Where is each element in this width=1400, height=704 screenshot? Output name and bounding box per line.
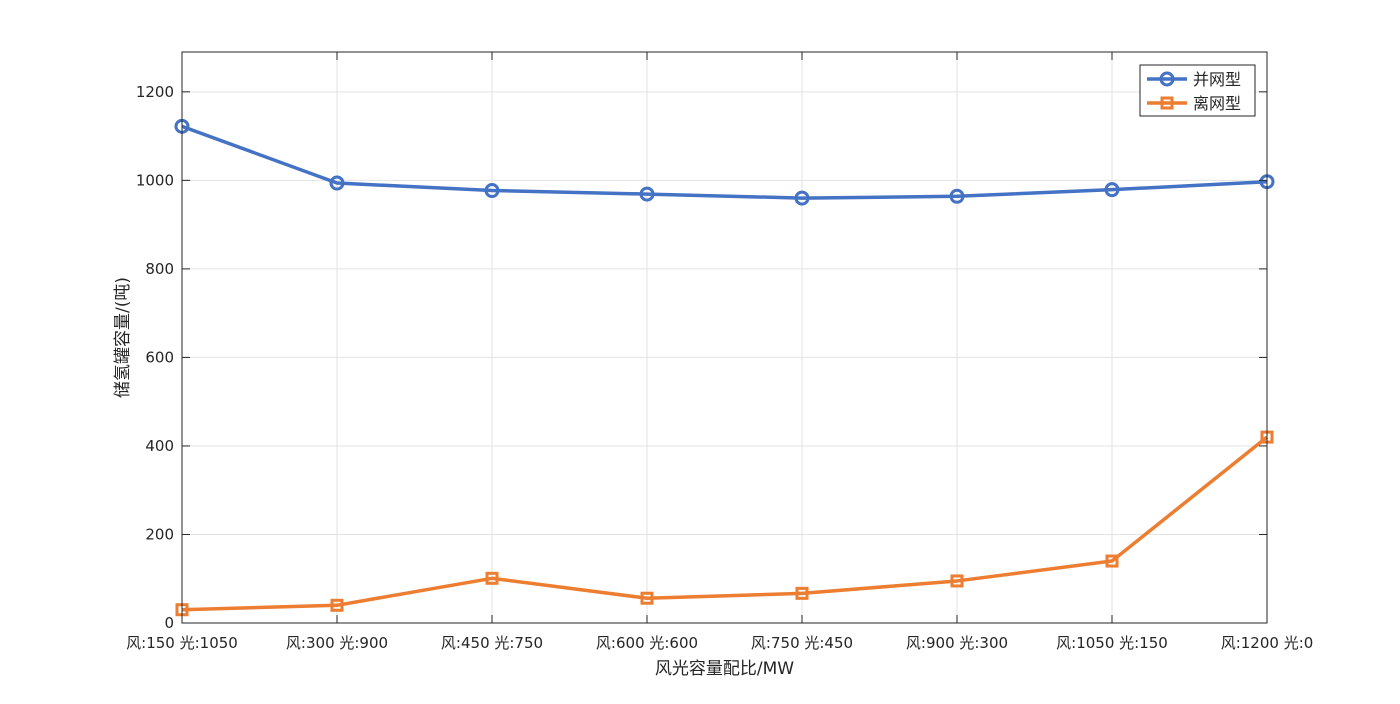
series-line (181, 435, 1269, 612)
data-point-circle (949, 188, 965, 204)
legend-marker-square (1160, 96, 1174, 110)
data-point-circle (794, 190, 810, 206)
data-point-square (1105, 554, 1119, 568)
series-2 (175, 430, 1274, 617)
x-axis-title: 风光容量配比/MW (655, 659, 794, 679)
data-point-square (485, 571, 499, 585)
grid-lines (182, 52, 1267, 623)
series-line (181, 124, 1268, 200)
y-tick-label: 800 (145, 260, 174, 278)
y-tick-label: 200 (145, 525, 174, 543)
data-point-square (950, 574, 964, 588)
legend-box (1139, 64, 1256, 117)
series-layer (174, 118, 1275, 617)
y-tick-label: 1200 (136, 83, 174, 101)
y-axis-title: 储氢罐容量/(吨) (113, 277, 133, 398)
x-tick-label: 风:150 光:1050 (126, 634, 238, 652)
x-tick-label: 风:900 光:300 (906, 634, 1008, 652)
legend-item: 并网型 (1147, 70, 1241, 89)
x-tick-label: 风:1050 光:150 (1056, 634, 1168, 652)
data-point-circle (329, 175, 345, 191)
y-tick-label: 600 (145, 348, 174, 366)
legend-label: 并网型 (1193, 70, 1241, 89)
legend-item: 离网型 (1147, 94, 1241, 113)
legend-label: 离网型 (1193, 94, 1241, 113)
data-point-square (330, 598, 344, 612)
plot-frame (181, 51, 1268, 624)
x-tick-label: 风:1200 光:0 (1221, 634, 1314, 652)
x-tick-label: 风:450 光:750 (441, 634, 543, 652)
x-tick-label: 风:300 光:900 (286, 634, 388, 652)
y-tick-label: 1000 (136, 171, 174, 189)
axis-ticks: 风:150 光:1050 风:300 光:900 风:450 光:750 风:600 … (126, 52, 1313, 652)
data-point-circle (1104, 182, 1120, 198)
data-point-square (795, 586, 809, 600)
x-tick-label: 风:600 光:600 (596, 634, 698, 652)
y-tick-label: 400 (145, 437, 174, 455)
series-1 (174, 118, 1275, 206)
legend-marker-circle (1159, 71, 1175, 87)
data-point-circle (639, 186, 655, 202)
x-tick-label: 风:750 光:450 (751, 634, 853, 652)
y-tick-label: 0 (164, 614, 174, 632)
data-point-circle (484, 183, 500, 199)
data-point-square (640, 591, 654, 605)
